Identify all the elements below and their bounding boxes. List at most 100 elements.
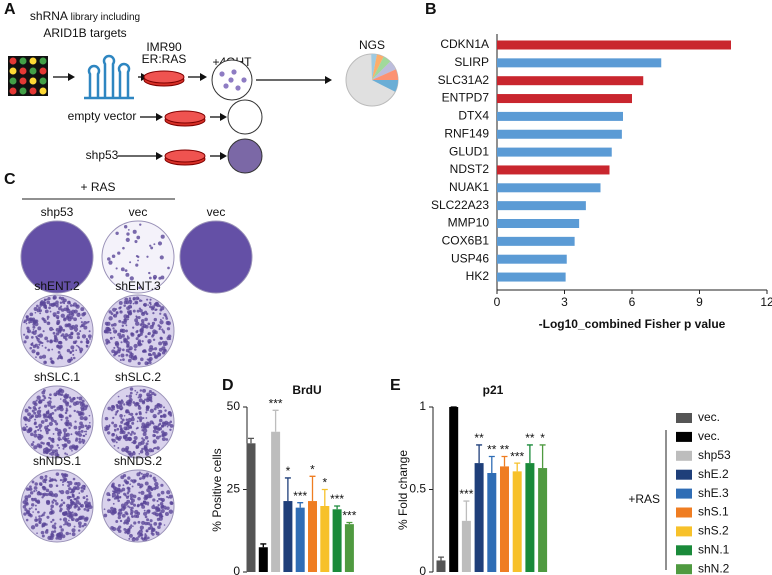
bar — [461, 520, 471, 572]
colony — [119, 310, 123, 314]
colony — [128, 394, 132, 399]
colony — [34, 319, 39, 323]
colony — [169, 428, 172, 432]
colony — [146, 521, 151, 526]
colony — [152, 447, 155, 450]
colony — [139, 223, 142, 226]
colony — [31, 415, 34, 418]
colony — [140, 490, 145, 495]
colony — [47, 409, 50, 412]
colony — [81, 334, 87, 339]
colony — [28, 485, 32, 489]
category-label: DTX4 — [458, 109, 489, 123]
colony — [134, 348, 137, 351]
colony — [149, 244, 152, 247]
plate-label: shENT.3 — [115, 279, 161, 293]
colony — [45, 428, 50, 433]
colony — [34, 418, 37, 421]
colony — [30, 525, 36, 530]
colony — [32, 329, 35, 331]
colony — [157, 503, 160, 507]
colony — [73, 505, 77, 509]
colony — [40, 441, 44, 445]
colony — [134, 509, 139, 515]
colony — [133, 343, 138, 349]
colony — [59, 431, 62, 435]
colony — [145, 442, 149, 446]
colony — [79, 421, 83, 426]
colony — [111, 254, 116, 259]
colony — [44, 418, 48, 423]
colony — [41, 317, 45, 320]
colony — [108, 425, 111, 428]
colony — [135, 263, 139, 267]
colony — [59, 405, 64, 409]
colony — [23, 428, 26, 432]
colony — [84, 405, 86, 407]
colony — [128, 506, 131, 509]
bar — [497, 201, 586, 211]
bar — [320, 506, 330, 572]
significance: ** — [487, 443, 497, 457]
colony — [25, 518, 29, 522]
colony — [76, 304, 79, 307]
bar — [525, 463, 535, 572]
colony — [34, 421, 37, 425]
colony — [57, 350, 61, 354]
colony — [107, 509, 111, 514]
colony — [125, 272, 130, 277]
colony — [65, 511, 68, 515]
colony — [33, 433, 38, 438]
colony — [148, 496, 151, 499]
colony — [128, 397, 133, 403]
colony — [25, 322, 28, 325]
colony — [123, 314, 128, 319]
significance: ** — [500, 443, 510, 457]
colony — [73, 525, 76, 528]
colony — [111, 405, 116, 409]
colony — [34, 508, 38, 511]
colony — [125, 450, 129, 453]
colony — [67, 484, 70, 488]
colony — [108, 260, 113, 265]
colony — [38, 333, 44, 338]
row-label: shp53 — [86, 148, 119, 162]
colony — [48, 396, 51, 399]
colony — [133, 521, 137, 525]
colony — [125, 528, 130, 533]
colony — [52, 331, 56, 335]
arrow — [325, 76, 332, 84]
colony — [75, 500, 80, 505]
colony — [121, 513, 126, 518]
colony — [131, 515, 134, 519]
colony — [120, 417, 123, 420]
bar — [258, 547, 268, 572]
plate-label: shENT.2 — [34, 279, 80, 293]
colony — [141, 340, 144, 343]
colony — [161, 498, 165, 502]
colony — [58, 536, 63, 541]
colony — [62, 474, 67, 479]
colony — [80, 503, 84, 508]
colony — [82, 496, 86, 500]
colony — [139, 502, 144, 507]
colony — [119, 430, 123, 435]
significance: * — [310, 462, 315, 476]
plate-label: vec — [129, 205, 148, 219]
colony — [115, 267, 118, 270]
colony — [139, 449, 144, 454]
colony — [152, 439, 157, 444]
colony — [64, 452, 67, 455]
ngs-slice — [372, 69, 398, 80]
colony — [113, 336, 116, 339]
colony — [37, 326, 42, 331]
colony — [140, 300, 143, 302]
colony — [78, 492, 81, 494]
colony — [144, 324, 149, 329]
colony — [37, 510, 40, 514]
colony — [138, 471, 142, 474]
colony — [148, 389, 152, 394]
colony — [41, 513, 45, 517]
colony — [112, 486, 117, 491]
